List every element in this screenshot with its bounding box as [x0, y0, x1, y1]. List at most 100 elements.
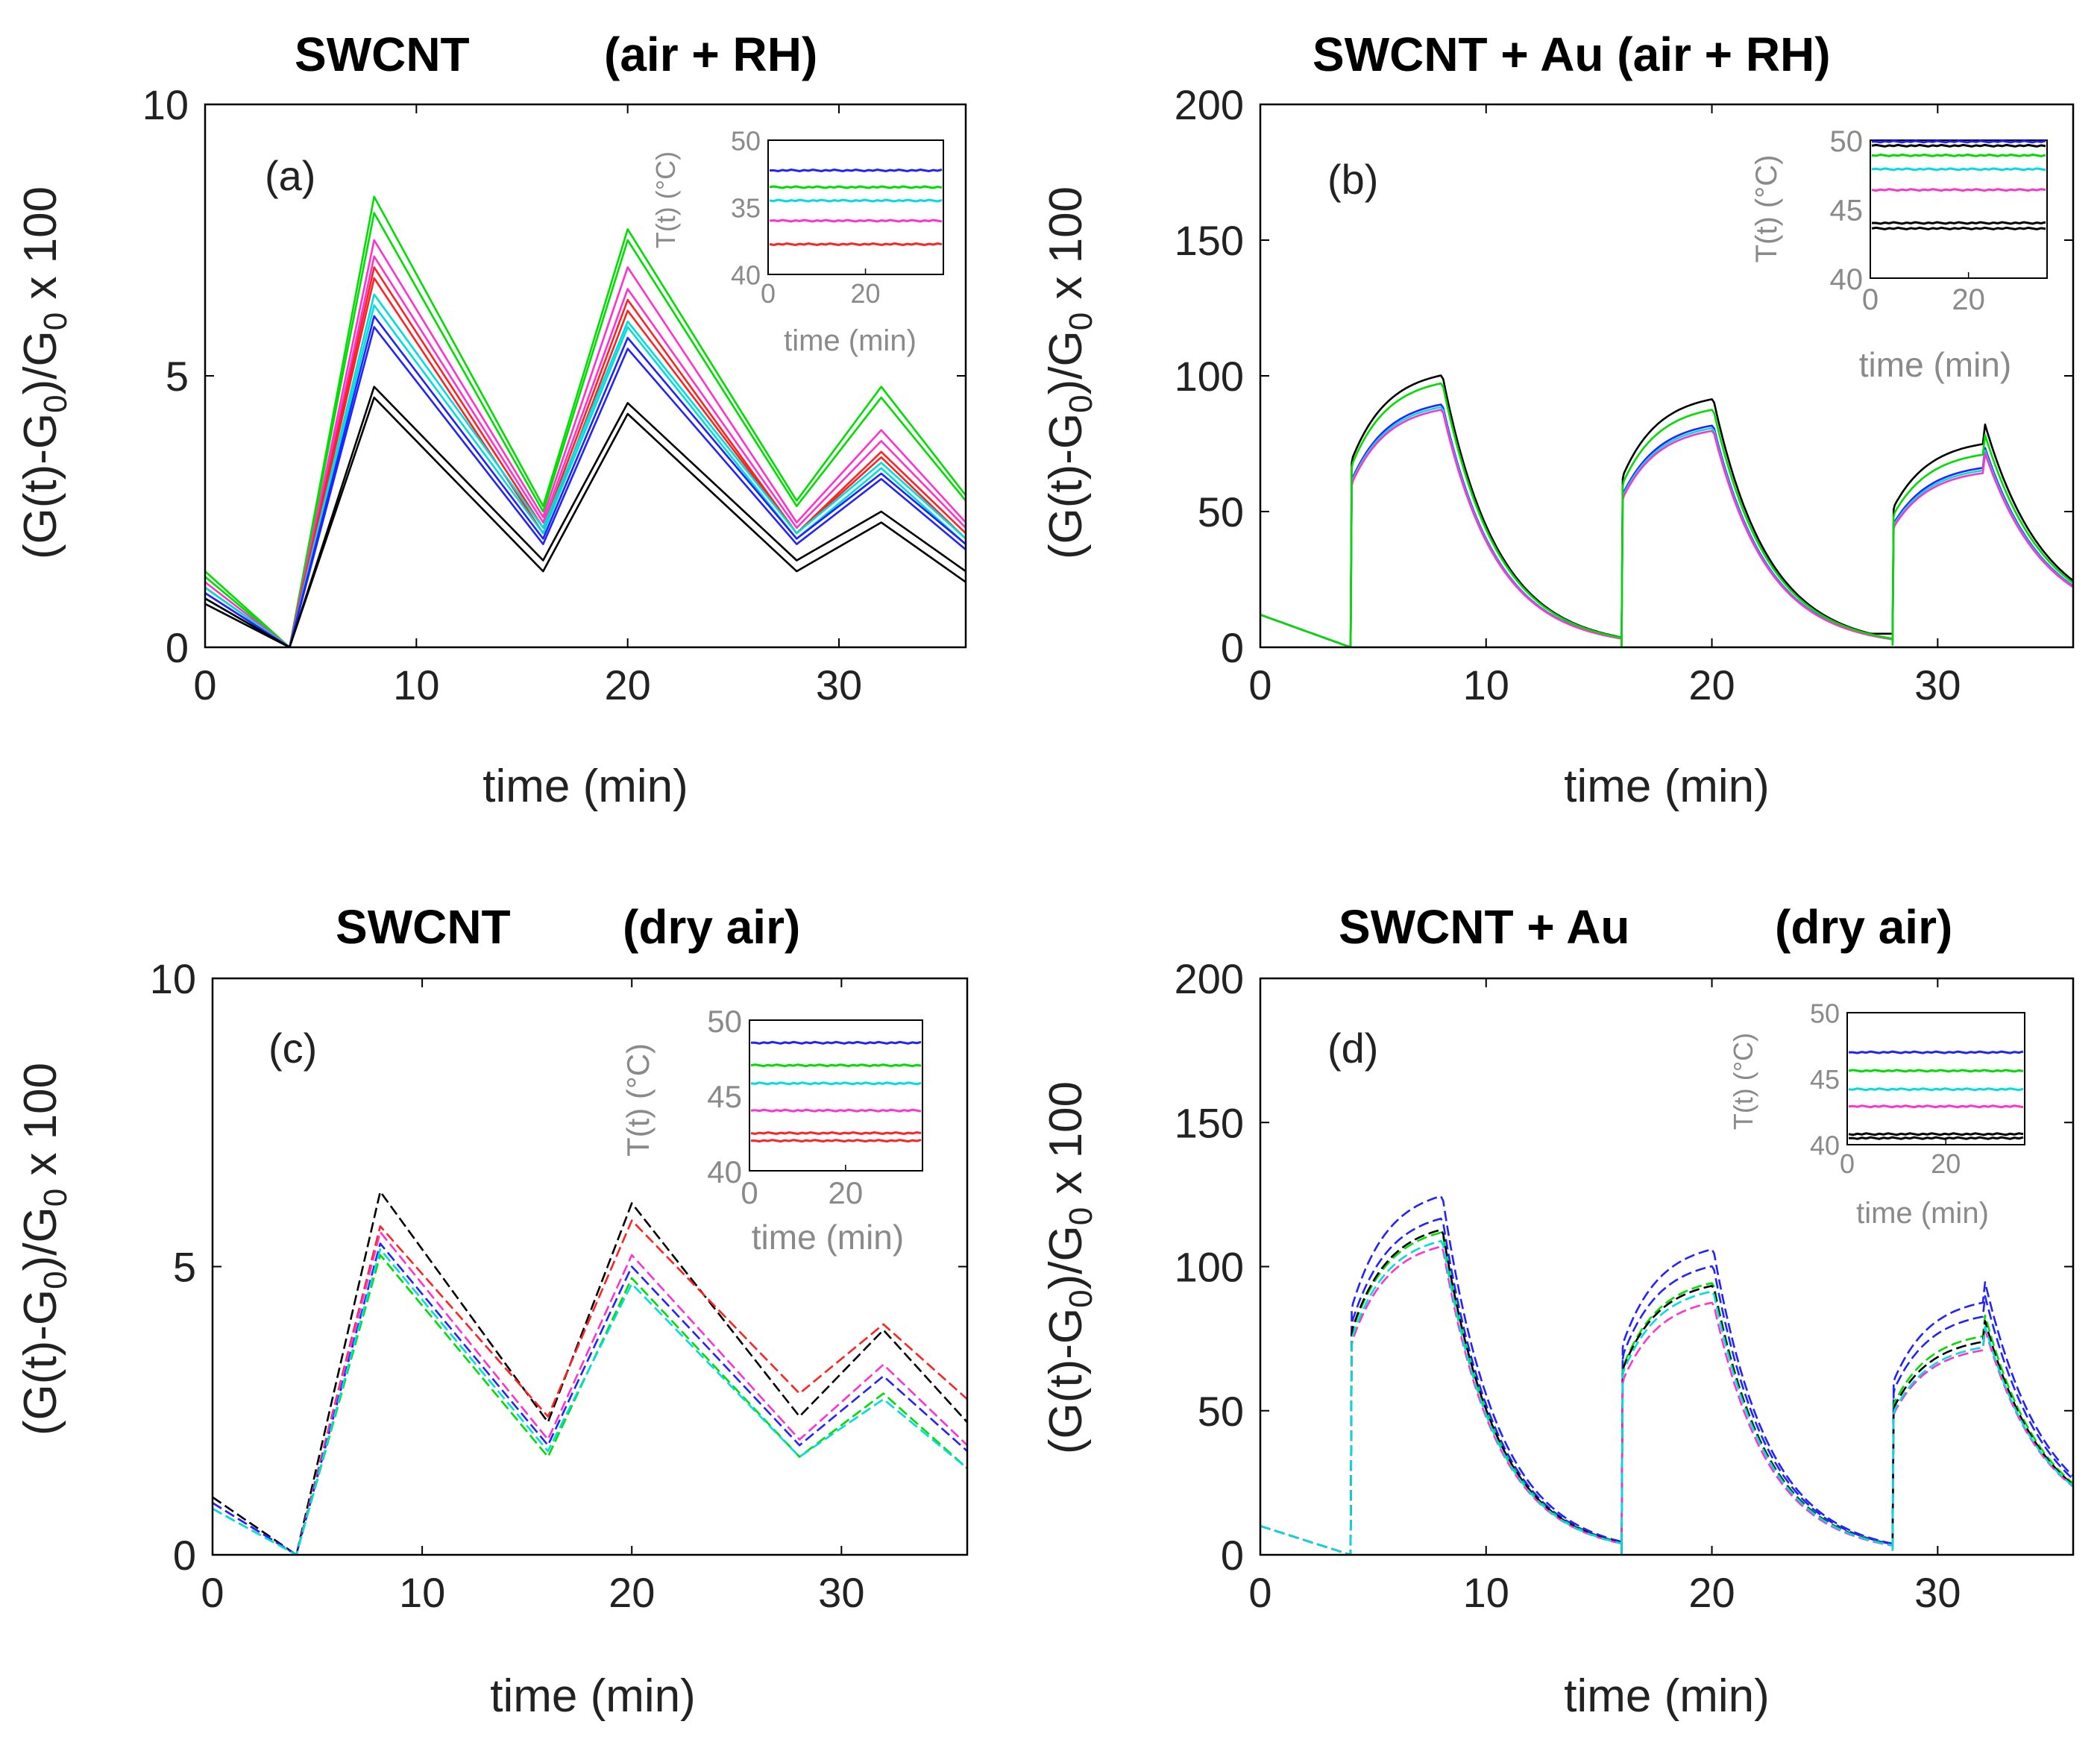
inset-x-tick-label: 20	[851, 278, 881, 309]
inset-line	[1849, 1136, 2024, 1140]
panel-b-label: (b)	[1327, 156, 1378, 203]
inset-frame	[1870, 139, 2048, 279]
series-line-black	[213, 1190, 967, 1555]
inset-line	[1871, 153, 2046, 157]
inset-line	[769, 185, 943, 189]
x-tick-label: 0	[193, 661, 216, 708]
series-line-green	[1260, 1231, 2073, 1555]
inset-y-tick-label: 45	[707, 1079, 742, 1114]
series-line-magenta	[213, 1230, 967, 1555]
series-line-black-2	[205, 396, 966, 647]
inset-y-tick-label: 40	[1830, 263, 1864, 296]
panel-c: SWCNT (dry air) (c) time (min) (G(t)-G0)…	[15, 900, 969, 1722]
panel-c-title-right: (dry air)	[623, 900, 800, 954]
inset-y-tick-label: 40	[707, 1154, 742, 1189]
series-line-cyan	[1260, 406, 2073, 647]
inset-line	[1871, 143, 2046, 148]
inset-y-tick-label: 50	[707, 1004, 742, 1039]
panel-a-label: (a)	[265, 152, 315, 199]
inset-line	[769, 218, 943, 223]
panel-c-label: (c)	[268, 1025, 317, 1072]
inset-line	[750, 1131, 922, 1136]
series-group	[213, 1190, 967, 1555]
series-line-cyan	[213, 1248, 967, 1555]
panel-d-inset-ylabel: T(t) (°C)	[1728, 1033, 1758, 1130]
inset-line	[1848, 1132, 2024, 1136]
x-tick-label: 30	[1914, 1569, 1961, 1616]
y-tick-label: 200	[1175, 955, 1244, 1002]
y-tick-label: 150	[1175, 1099, 1244, 1146]
panel-b-inset-ylabel: T(t) (°C)	[1750, 155, 1783, 263]
inset-line	[1848, 1069, 2024, 1073]
series-group	[1260, 1195, 2073, 1555]
inset-x-tick-label: 0	[761, 278, 776, 309]
panel-a-title-left: SWCNT	[295, 28, 470, 81]
inset-y-tick-label: 40	[1810, 1131, 1840, 1161]
x-tick-label: 20	[605, 661, 651, 708]
panel-b-inset-xlabel: time (min)	[1859, 345, 2011, 384]
panel-c-title-left: SWCNT	[336, 900, 511, 954]
series-line-black	[1260, 374, 2073, 647]
x-tick-label: 10	[399, 1569, 445, 1616]
x-tick-label: 0	[1248, 661, 1271, 708]
series-line-green	[1260, 382, 2073, 647]
series-line-blue-2	[205, 326, 966, 647]
y-tick-label: 100	[1175, 1244, 1244, 1291]
series-line-magenta	[1260, 1245, 2073, 1555]
panel-a-inset-xlabel: time (min)	[784, 324, 917, 357]
inset-y-tick-label: 45	[1830, 195, 1864, 227]
inset-y-tick-label: 35	[731, 193, 761, 224]
inset-line	[750, 1108, 922, 1113]
y-tick-label: 100	[1175, 353, 1244, 400]
series-line-black	[1260, 1228, 2073, 1555]
panel-c-ylabel: (G(t)-G0)/G0 x 100	[15, 1063, 74, 1436]
inset-line	[770, 168, 943, 173]
inset-frame	[767, 139, 944, 275]
panel-a-ylabel: (G(t)-G0)/G0 x 100	[15, 186, 74, 559]
y-tick-label: 0	[1221, 624, 1244, 671]
inset-x-tick-label: 0	[741, 1175, 758, 1210]
panel-b-inset: T(t) (°C) time (min) 50 45 400 20	[1750, 125, 2048, 384]
inset-y-tick-label: 50	[1810, 999, 1840, 1029]
y-tick-label: 5	[173, 1244, 196, 1291]
y-tick-label: 5	[166, 353, 189, 400]
series-line-cyan	[1260, 1239, 2073, 1555]
y-tick-label: 10	[150, 955, 196, 1002]
panel-a-title-right: (air + RH)	[604, 28, 817, 81]
x-tick-label: 20	[1688, 661, 1735, 708]
inset-frame	[749, 1019, 923, 1172]
series-line-blue-2	[1260, 1217, 2073, 1555]
x-tick-label: 20	[1688, 1569, 1735, 1616]
panel-a: SWCNT (air + RH) (a) time (min) (G(t)-G0…	[15, 28, 967, 812]
panel-a-inset: T(t) (°C) time (min) 50 35 400 20	[650, 126, 944, 357]
inset-line	[1872, 221, 2046, 225]
y-tick-label: 0	[166, 624, 189, 671]
inset-line	[750, 1063, 922, 1068]
panel-c-inset-ylabel: T(t) (°C)	[620, 1043, 656, 1157]
panel-d-title-left: SWCNT + Au	[1339, 900, 1630, 954]
x-tick-label: 0	[201, 1569, 224, 1616]
inset-line	[1849, 1050, 2024, 1054]
panel-d-xlabel: time (min)	[1564, 1670, 1770, 1722]
x-tick-label: 10	[393, 661, 439, 708]
inset-line	[1848, 1087, 2024, 1092]
inset-frame	[1846, 1012, 2025, 1145]
series-line-blue	[213, 1242, 967, 1555]
series-group	[1260, 374, 2073, 647]
inset-line	[769, 198, 943, 203]
series-line-magenta-2	[205, 255, 966, 647]
y-tick-label: 200	[1175, 81, 1244, 128]
panel-c-inset: T(t) (°C) time (min) 50 45 400 20	[620, 1004, 923, 1257]
y-tick-label: 10	[142, 81, 189, 128]
y-tick-label: 150	[1175, 217, 1244, 264]
x-tick-label: 10	[1463, 1569, 1509, 1616]
inset-y-tick-label: 45	[1810, 1064, 1840, 1095]
inset-y-tick-label: 40	[731, 260, 761, 291]
series-line-blue	[1260, 403, 2073, 647]
inset-line	[1871, 226, 2046, 230]
x-tick-label: 30	[818, 1569, 864, 1616]
panel-b-ylabel: (G(t)-G0)/G0 x 100	[1040, 186, 1099, 559]
panel-d-inset: T(t) (°C) time (min) 50 45 400 20	[1728, 999, 2025, 1230]
panel-d: SWCNT + Au (dry air) (d) time (min) (G(t…	[1040, 900, 2075, 1722]
series-line-green	[213, 1254, 967, 1555]
